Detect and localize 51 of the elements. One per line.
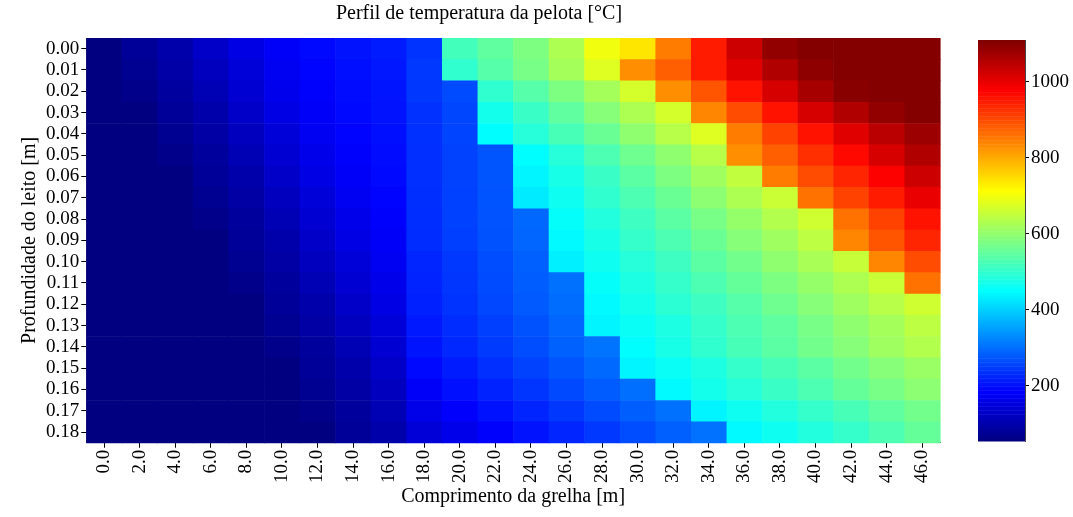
x-tick-label: 18.0 [412, 449, 434, 483]
x-tick-label: 6.0 [198, 449, 220, 474]
color-bar-label: 800 [1031, 145, 1060, 167]
x-tick-label: 36.0 [732, 449, 754, 483]
x-tick-label: 22.0 [483, 449, 505, 483]
y-tick-label: 0.11 [46, 270, 80, 292]
x-tick-label: 12.0 [305, 449, 327, 483]
y-tick-label: 0.13 [46, 313, 80, 335]
x-tick-label: 42.0 [839, 449, 861, 483]
x-tick-label: 10.0 [269, 449, 291, 483]
y-tick-label: 0.03 [46, 100, 80, 122]
x-tick-label: 44.0 [874, 449, 896, 483]
color-bar-label: 600 [1031, 221, 1060, 243]
y-tick-label: 0.07 [46, 185, 80, 207]
y-tick-label: 0.17 [46, 398, 80, 420]
x-tick-label: 40.0 [803, 449, 825, 483]
chart-title: Perfil de temperatura da pelota [°C] [335, 1, 623, 25]
x-tick-label: 0.0 [92, 449, 114, 474]
x-tick-label: 26.0 [554, 449, 576, 483]
y-tick-label: 0.12 [46, 292, 80, 314]
x-tick-label: 46.0 [910, 449, 932, 483]
x-tick-label: 20.0 [447, 449, 469, 483]
color-bar-label: 200 [1031, 373, 1060, 395]
y-tick-label: 0.14 [46, 334, 80, 356]
y-tick-label: 0.02 [46, 79, 80, 101]
y-tick-label: 0.06 [46, 164, 80, 186]
y-tick-label: 0.18 [46, 420, 80, 442]
y-axis-title: Profundidade do leito [m] [17, 136, 40, 344]
y-tick-label: 0.00 [46, 36, 80, 58]
y-tick-label: 0.01 [46, 57, 80, 79]
x-tick-label: 8.0 [234, 449, 256, 474]
x-tick-label: 4.0 [163, 449, 185, 474]
y-tick-label: 0.09 [46, 228, 80, 250]
x-tick-label: 34.0 [696, 449, 718, 483]
x-tick-label: 30.0 [625, 449, 647, 483]
y-tick-label: 0.04 [46, 121, 80, 143]
y-tick-label: 0.05 [46, 143, 80, 165]
x-tick-label: 32.0 [661, 449, 683, 483]
x-tick-label: 16.0 [376, 449, 398, 483]
color-bar-label: 1000 [1031, 69, 1069, 91]
y-tick-label: 0.16 [46, 377, 80, 399]
y-tick-label: 0.10 [46, 249, 80, 271]
x-tick-label: 14.0 [341, 449, 363, 483]
y-tick-label: 0.15 [46, 356, 80, 378]
y-tick-label: 0.08 [46, 207, 80, 229]
x-tick-label: 28.0 [590, 449, 612, 483]
x-tick-label: 2.0 [127, 449, 149, 474]
x-tick-label: 24.0 [518, 449, 540, 483]
x-tick-label: 38.0 [767, 449, 789, 483]
x-axis-title: Comprimento da grelha [m] [401, 484, 626, 508]
color-bar-label: 400 [1031, 297, 1060, 319]
